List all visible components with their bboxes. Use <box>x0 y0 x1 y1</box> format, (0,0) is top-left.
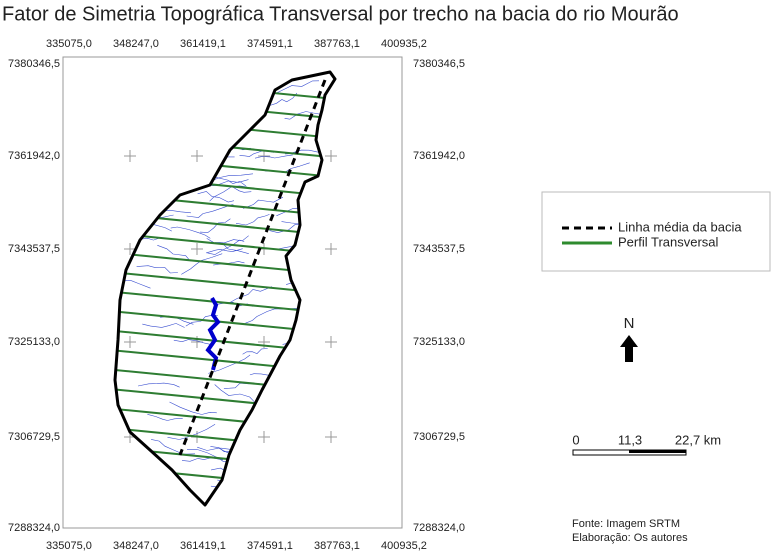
y-coord-label: 7306729,5 <box>8 431 60 443</box>
stream <box>197 191 235 203</box>
y-coord-label: 7343537,5 <box>8 243 60 255</box>
stream <box>254 154 293 159</box>
y-coord-label: 7343537,5 <box>413 243 465 255</box>
stream <box>199 218 231 233</box>
stream <box>173 339 214 346</box>
x-coord-label: 400935,2 <box>381 38 427 50</box>
stream <box>170 226 211 239</box>
x-coord-label: 348247,0 <box>113 540 159 552</box>
grid-cross <box>325 243 337 255</box>
grid-cross <box>325 431 337 443</box>
grid-cross <box>258 431 270 443</box>
stream <box>245 308 286 324</box>
stream <box>186 449 234 463</box>
y-coord-label: 7306729,5 <box>413 431 465 443</box>
stream <box>266 92 298 107</box>
stream <box>136 265 178 274</box>
legend-label: Perfil Transversal <box>618 234 719 249</box>
stream <box>169 401 217 415</box>
x-coord-label: 400935,2 <box>381 540 427 552</box>
stream <box>206 248 243 254</box>
scale-label: 0 <box>572 432 579 447</box>
stream <box>208 354 251 374</box>
basin-outline <box>113 70 337 507</box>
stream <box>186 203 234 218</box>
x-coord-label: 348247,0 <box>113 38 159 50</box>
grid-cross <box>124 150 136 162</box>
x-coord-label: 374591,1 <box>247 540 293 552</box>
title: Fator de Simetria Topográfica Transversa… <box>2 3 679 25</box>
stream <box>181 253 223 275</box>
y-coord-label: 7361942,0 <box>413 150 465 162</box>
scale-label: 11,3 <box>618 432 642 447</box>
grid-cross <box>124 243 136 255</box>
grid-cross <box>258 150 270 162</box>
y-coord-label: 7288324,0 <box>413 522 465 534</box>
y-coord-label: 7325133,0 <box>8 336 60 348</box>
x-coord-label: 335075,0 <box>46 540 92 552</box>
credit: Elaboração: Os autores <box>572 532 688 544</box>
stream <box>214 384 255 402</box>
main-river <box>205 297 221 371</box>
grid-cross <box>191 150 203 162</box>
scale-label: 22,7 km <box>675 432 721 447</box>
grid-cross <box>325 336 337 348</box>
y-coord-label: 7380346,5 <box>413 58 465 70</box>
north-label: N <box>624 315 635 332</box>
y-coord-label: 7325133,0 <box>413 336 465 348</box>
y-coord-label: 7288324,0 <box>8 522 60 534</box>
x-coord-label: 361419,1 <box>180 540 226 552</box>
stream <box>235 214 270 226</box>
credit: Fonte: Imagem SRTM <box>572 518 680 530</box>
stream <box>137 382 180 388</box>
grid-cross <box>124 336 136 348</box>
stream <box>242 196 284 209</box>
scale-bar-fill <box>629 450 686 453</box>
x-coord-label: 335075,0 <box>46 38 92 50</box>
grid-cross <box>325 150 337 162</box>
stream <box>214 235 249 244</box>
north-arrow <box>620 335 638 362</box>
stream <box>242 348 268 355</box>
x-coord-label: 361419,1 <box>180 38 226 50</box>
stream <box>209 185 247 202</box>
stream <box>284 111 324 120</box>
stream <box>142 323 185 328</box>
y-coord-label: 7380346,5 <box>8 58 60 70</box>
legend-label: Linha média da bacia <box>618 219 742 234</box>
grid-cross <box>191 243 203 255</box>
map-frame <box>62 56 403 529</box>
stream <box>276 80 320 94</box>
legend-box <box>541 191 771 272</box>
y-coord-label: 7361942,0 <box>8 150 60 162</box>
x-coord-label: 387763,1 <box>314 38 360 50</box>
x-coord-label: 387763,1 <box>314 540 360 552</box>
stream <box>147 414 183 421</box>
stream <box>229 286 273 303</box>
stream <box>157 245 191 262</box>
x-coord-label: 374591,1 <box>247 38 293 50</box>
